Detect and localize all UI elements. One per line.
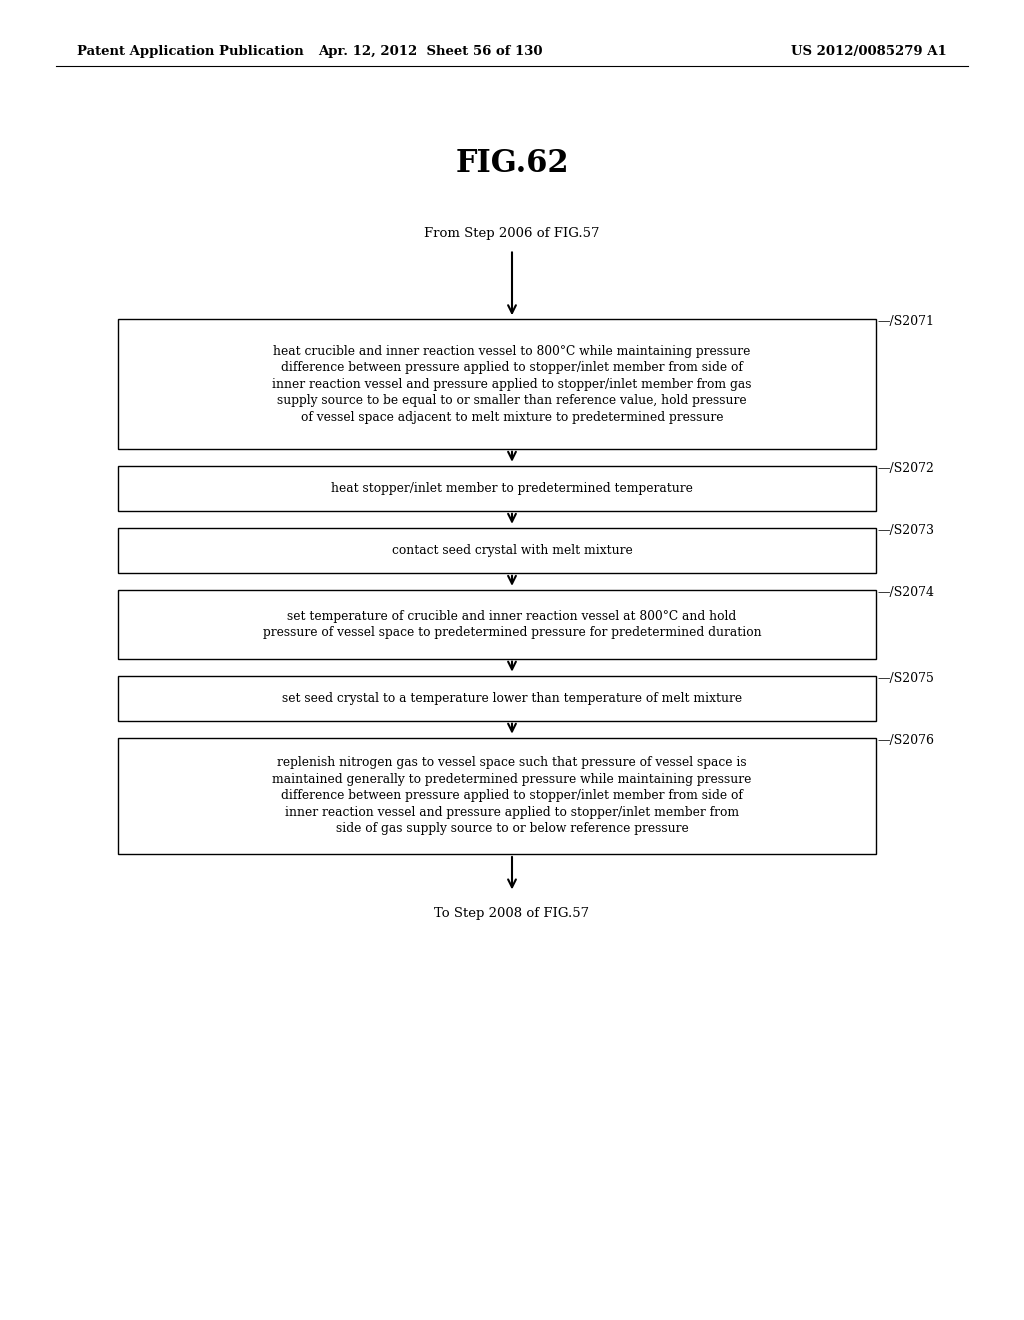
Bar: [118, 466, 876, 511]
Bar: [118, 590, 876, 659]
Bar: [118, 738, 876, 854]
Text: From Step 2006 of FIG.57: From Step 2006 of FIG.57: [424, 227, 600, 240]
Text: heat crucible and inner reaction vessel to 800°C while maintaining pressure
diff: heat crucible and inner reaction vessel …: [272, 345, 752, 424]
Text: Patent Application Publication: Patent Application Publication: [77, 45, 303, 58]
Text: set temperature of crucible and inner reaction vessel at 800°C and hold
pressure: set temperature of crucible and inner re…: [263, 610, 761, 639]
Text: —/S2071: —/S2071: [878, 315, 935, 329]
Text: set seed crystal to a temperature lower than temperature of melt mixture: set seed crystal to a temperature lower …: [282, 692, 742, 705]
Text: —/S2074: —/S2074: [878, 586, 935, 599]
Text: US 2012/0085279 A1: US 2012/0085279 A1: [792, 45, 947, 58]
Text: —/S2075: —/S2075: [878, 672, 935, 685]
Text: heat stopper/inlet member to predetermined temperature: heat stopper/inlet member to predetermin…: [331, 482, 693, 495]
Text: —/S2072: —/S2072: [878, 462, 935, 475]
Text: —/S2076: —/S2076: [878, 734, 935, 747]
Text: replenish nitrogen gas to vessel space such that pressure of vessel space is
mai: replenish nitrogen gas to vessel space s…: [272, 756, 752, 836]
Bar: [118, 676, 876, 721]
Bar: [118, 528, 876, 573]
Text: —/S2073: —/S2073: [878, 524, 935, 537]
Text: Apr. 12, 2012  Sheet 56 of 130: Apr. 12, 2012 Sheet 56 of 130: [317, 45, 543, 58]
Bar: [118, 319, 876, 449]
Text: contact seed crystal with melt mixture: contact seed crystal with melt mixture: [391, 544, 633, 557]
Text: To Step 2008 of FIG.57: To Step 2008 of FIG.57: [434, 907, 590, 920]
Text: FIG.62: FIG.62: [456, 148, 568, 180]
